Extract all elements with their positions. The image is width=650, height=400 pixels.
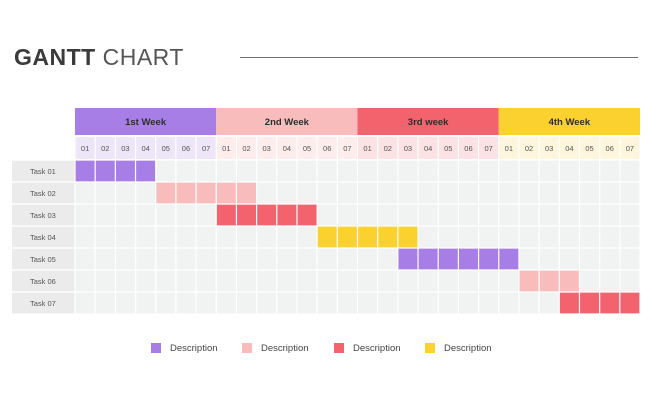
legend-label: Description [261,342,309,354]
legend-label: Description [170,342,218,354]
legend-item: Description [425,340,492,356]
day-label: 01 [505,144,513,153]
task-label: Task 05 [30,255,56,264]
legend-swatch [334,343,344,353]
week-header [216,108,358,135]
legend-swatch [151,343,161,353]
legend-item: Description [151,340,218,356]
page-title: GANTT CHART [14,44,184,71]
task-bar [518,270,580,292]
task-label-cell [12,182,75,204]
week-label: 2nd Week [265,117,310,128]
day-label: 05 [162,144,170,153]
day-label: 04 [424,144,432,153]
task-label: Task 07 [30,299,56,308]
task-bar [155,182,257,204]
task-label-cell [12,270,75,292]
day-label: 03 [545,144,553,153]
week-label: 4th Week [549,117,591,128]
week-label: 3rd week [408,117,449,128]
day-label: 02 [525,144,533,153]
task-bar [216,204,318,226]
day-label: 03 [404,144,412,153]
title-light: CHART [102,44,184,70]
day-label: 07 [484,144,492,153]
task-label-cell [12,160,75,182]
day-label: 07 [202,144,210,153]
day-label: 02 [384,144,392,153]
day-label: 04 [283,144,291,153]
task-label: Task 06 [30,277,56,286]
day-header-band [357,137,499,159]
legend-item: Description [242,340,309,356]
task-label: Task 02 [30,189,56,198]
day-label: 07 [626,144,634,153]
week-header [75,108,217,135]
day-label: 02 [242,144,250,153]
legend-swatch [425,343,435,353]
day-label: 06 [182,144,190,153]
week-label: 1st Week [125,117,167,128]
day-header-band [498,137,640,159]
task-label: Task 03 [30,211,56,220]
day-header-band [216,137,358,159]
day-label: 05 [444,144,452,153]
day-label: 03 [263,144,271,153]
day-label: 05 [303,144,311,153]
legend-swatch [242,343,252,353]
day-label: 04 [565,144,573,153]
task-label: Task 04 [30,233,56,242]
legend-label: Description [353,342,401,354]
legend-item: Description [334,340,401,356]
day-label: 06 [464,144,472,153]
title-divider [240,57,638,58]
day-label: 06 [606,144,614,153]
day-label: 01 [222,144,230,153]
task-label-cell [12,204,75,226]
day-label: 01 [81,144,89,153]
day-label: 04 [141,144,149,153]
gantt-chart: 1st Week 01 02 03 04 05 06 07 2nd Week 01 02 03 04 05… [12,108,641,315]
day-label: 06 [323,144,331,153]
week-header [498,108,640,135]
day-label: 01 [363,144,371,153]
task-label: Task 01 [30,167,56,176]
task-bar [317,226,419,248]
task-label-cell [12,226,75,248]
legend: Description Description Description Desc… [0,340,650,356]
task-label-cell [12,248,75,270]
day-header-band [75,137,217,159]
task-label-cell [12,292,75,314]
day-label: 05 [585,144,593,153]
title-bold: GANTT [14,44,96,70]
day-label: 07 [343,144,351,153]
day-label: 02 [101,144,109,153]
day-label: 03 [121,144,129,153]
legend-label: Description [444,342,492,354]
week-header [357,108,499,135]
